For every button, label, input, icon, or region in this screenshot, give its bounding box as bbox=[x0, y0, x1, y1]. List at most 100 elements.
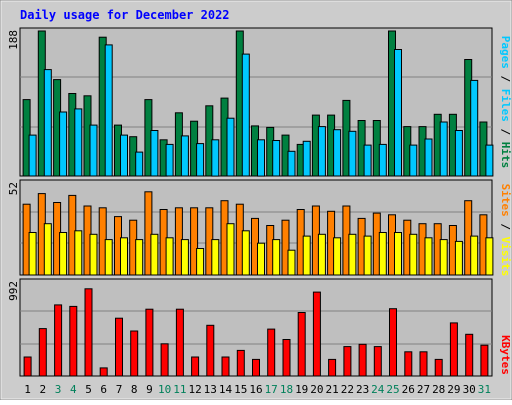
x-tick-label: 13 bbox=[204, 383, 217, 396]
bar-kbytes bbox=[23, 356, 32, 377]
bar-files bbox=[485, 144, 494, 177]
bar-visits bbox=[190, 207, 199, 276]
bar-sites bbox=[74, 230, 83, 276]
bar-kbytes bbox=[54, 304, 63, 377]
bar-kbytes bbox=[191, 356, 200, 377]
x-tick-label: 11 bbox=[173, 383, 186, 396]
x-tick-label: 2 bbox=[39, 383, 46, 396]
panel-kbytes-right-label: KBytes bbox=[499, 335, 512, 375]
bar-files bbox=[409, 144, 418, 177]
x-tick-label: 30 bbox=[463, 383, 476, 396]
bar-sites bbox=[180, 239, 189, 276]
bar-files bbox=[378, 143, 387, 177]
bar-sites bbox=[257, 242, 265, 276]
legend-sites: Sites bbox=[499, 184, 512, 217]
bar-sites bbox=[302, 235, 311, 276]
panel-kbytes-ymax: 992 bbox=[7, 281, 20, 301]
bar-kbytes bbox=[328, 358, 337, 377]
bar-files bbox=[28, 134, 37, 177]
x-tick-label: 26 bbox=[402, 383, 415, 396]
bar-sites bbox=[333, 237, 342, 276]
x-tick-label: 7 bbox=[116, 383, 123, 396]
panel-visits-bars bbox=[22, 191, 494, 276]
x-tick-label: 6 bbox=[100, 383, 107, 396]
bar-sites bbox=[104, 239, 113, 276]
bar-sites bbox=[317, 233, 326, 276]
bar-sites bbox=[287, 249, 296, 276]
bar-kbytes bbox=[145, 308, 154, 377]
bar-files bbox=[74, 108, 83, 177]
bar-kbytes bbox=[84, 288, 93, 377]
bar-kbytes bbox=[282, 339, 291, 377]
chart-title: Daily usage for December 2022 bbox=[20, 8, 230, 22]
bar-sites bbox=[226, 223, 235, 276]
bar-kbytes bbox=[312, 291, 321, 377]
x-tick-label: 25 bbox=[386, 383, 399, 396]
x-tick-label: 20 bbox=[310, 383, 323, 396]
bar-sites bbox=[241, 230, 250, 276]
x-tick-label: 28 bbox=[432, 383, 445, 396]
bar-sites bbox=[424, 237, 433, 276]
x-tick-label: 17 bbox=[265, 383, 278, 396]
bar-kbytes bbox=[434, 358, 443, 377]
bar-sites bbox=[165, 237, 174, 276]
bar-files bbox=[241, 53, 250, 177]
bar-kbytes bbox=[221, 356, 230, 377]
x-axis-day-labels: 1 2 3 4 5 6 7 8 9 10 11 12 13 14 15 16 17 18 19 20 21 22 23 24 2… bbox=[24, 383, 491, 396]
bar-files bbox=[135, 151, 144, 177]
bar-kbytes bbox=[419, 351, 428, 377]
x-tick-label: 15 bbox=[234, 383, 247, 396]
bar-files bbox=[454, 130, 463, 177]
bar-kbytes bbox=[69, 305, 78, 377]
bar-sites bbox=[470, 235, 479, 276]
bar-files bbox=[150, 130, 159, 177]
bar-files bbox=[333, 129, 342, 177]
bar-files bbox=[211, 139, 220, 177]
x-tick-label: 4 bbox=[70, 383, 77, 396]
bar-kbytes bbox=[373, 346, 382, 377]
bar-files bbox=[59, 111, 68, 177]
x-tick-label: 23 bbox=[356, 383, 369, 396]
panel-hits-right-labels: Pages / Files / Hits bbox=[499, 36, 512, 169]
bar-sites bbox=[378, 232, 387, 276]
bar-sites bbox=[150, 233, 159, 276]
bar-kbytes bbox=[465, 333, 474, 377]
x-tick-label: 9 bbox=[146, 383, 153, 396]
bar-visits bbox=[144, 191, 153, 276]
bar-files bbox=[257, 139, 265, 177]
legend-separator: / bbox=[499, 122, 512, 142]
bar-files bbox=[287, 150, 296, 177]
panel-visits: 52 Sites / Visits bbox=[7, 179, 512, 276]
bar-kbytes bbox=[343, 346, 352, 377]
bar-files bbox=[165, 143, 174, 177]
panel-visits-ymax: 52 bbox=[7, 182, 20, 195]
bar-files bbox=[104, 44, 113, 177]
bar-kbytes bbox=[99, 367, 108, 377]
panel-kbytes: 992 KBytes bbox=[7, 278, 512, 377]
bar-kbytes bbox=[389, 308, 397, 377]
x-tick-label: 22 bbox=[341, 383, 354, 396]
bar-files bbox=[302, 140, 311, 177]
bar-sites bbox=[394, 232, 402, 276]
bar-sites bbox=[120, 237, 128, 276]
legend-separator: / bbox=[499, 69, 512, 89]
legend-hits: Hits bbox=[499, 142, 512, 169]
x-tick-label: 1 bbox=[24, 383, 31, 396]
bar-sites bbox=[28, 232, 37, 276]
panel-hits-ymax: 188 bbox=[7, 30, 20, 50]
bar-sites bbox=[89, 233, 98, 276]
x-tick-label: 8 bbox=[131, 383, 138, 396]
bar-sites bbox=[59, 232, 68, 276]
bar-kbytes bbox=[130, 330, 139, 377]
bar-kbytes bbox=[480, 344, 489, 377]
bar-kbytes bbox=[404, 351, 413, 377]
panel-hits: 188 Pages / Files / Hits bbox=[7, 27, 512, 177]
bar-sites bbox=[485, 237, 494, 276]
bar-files bbox=[424, 138, 433, 177]
legend-separator: / bbox=[499, 217, 512, 237]
bar-files bbox=[470, 79, 479, 177]
panel-kbytes-bars bbox=[23, 288, 489, 377]
